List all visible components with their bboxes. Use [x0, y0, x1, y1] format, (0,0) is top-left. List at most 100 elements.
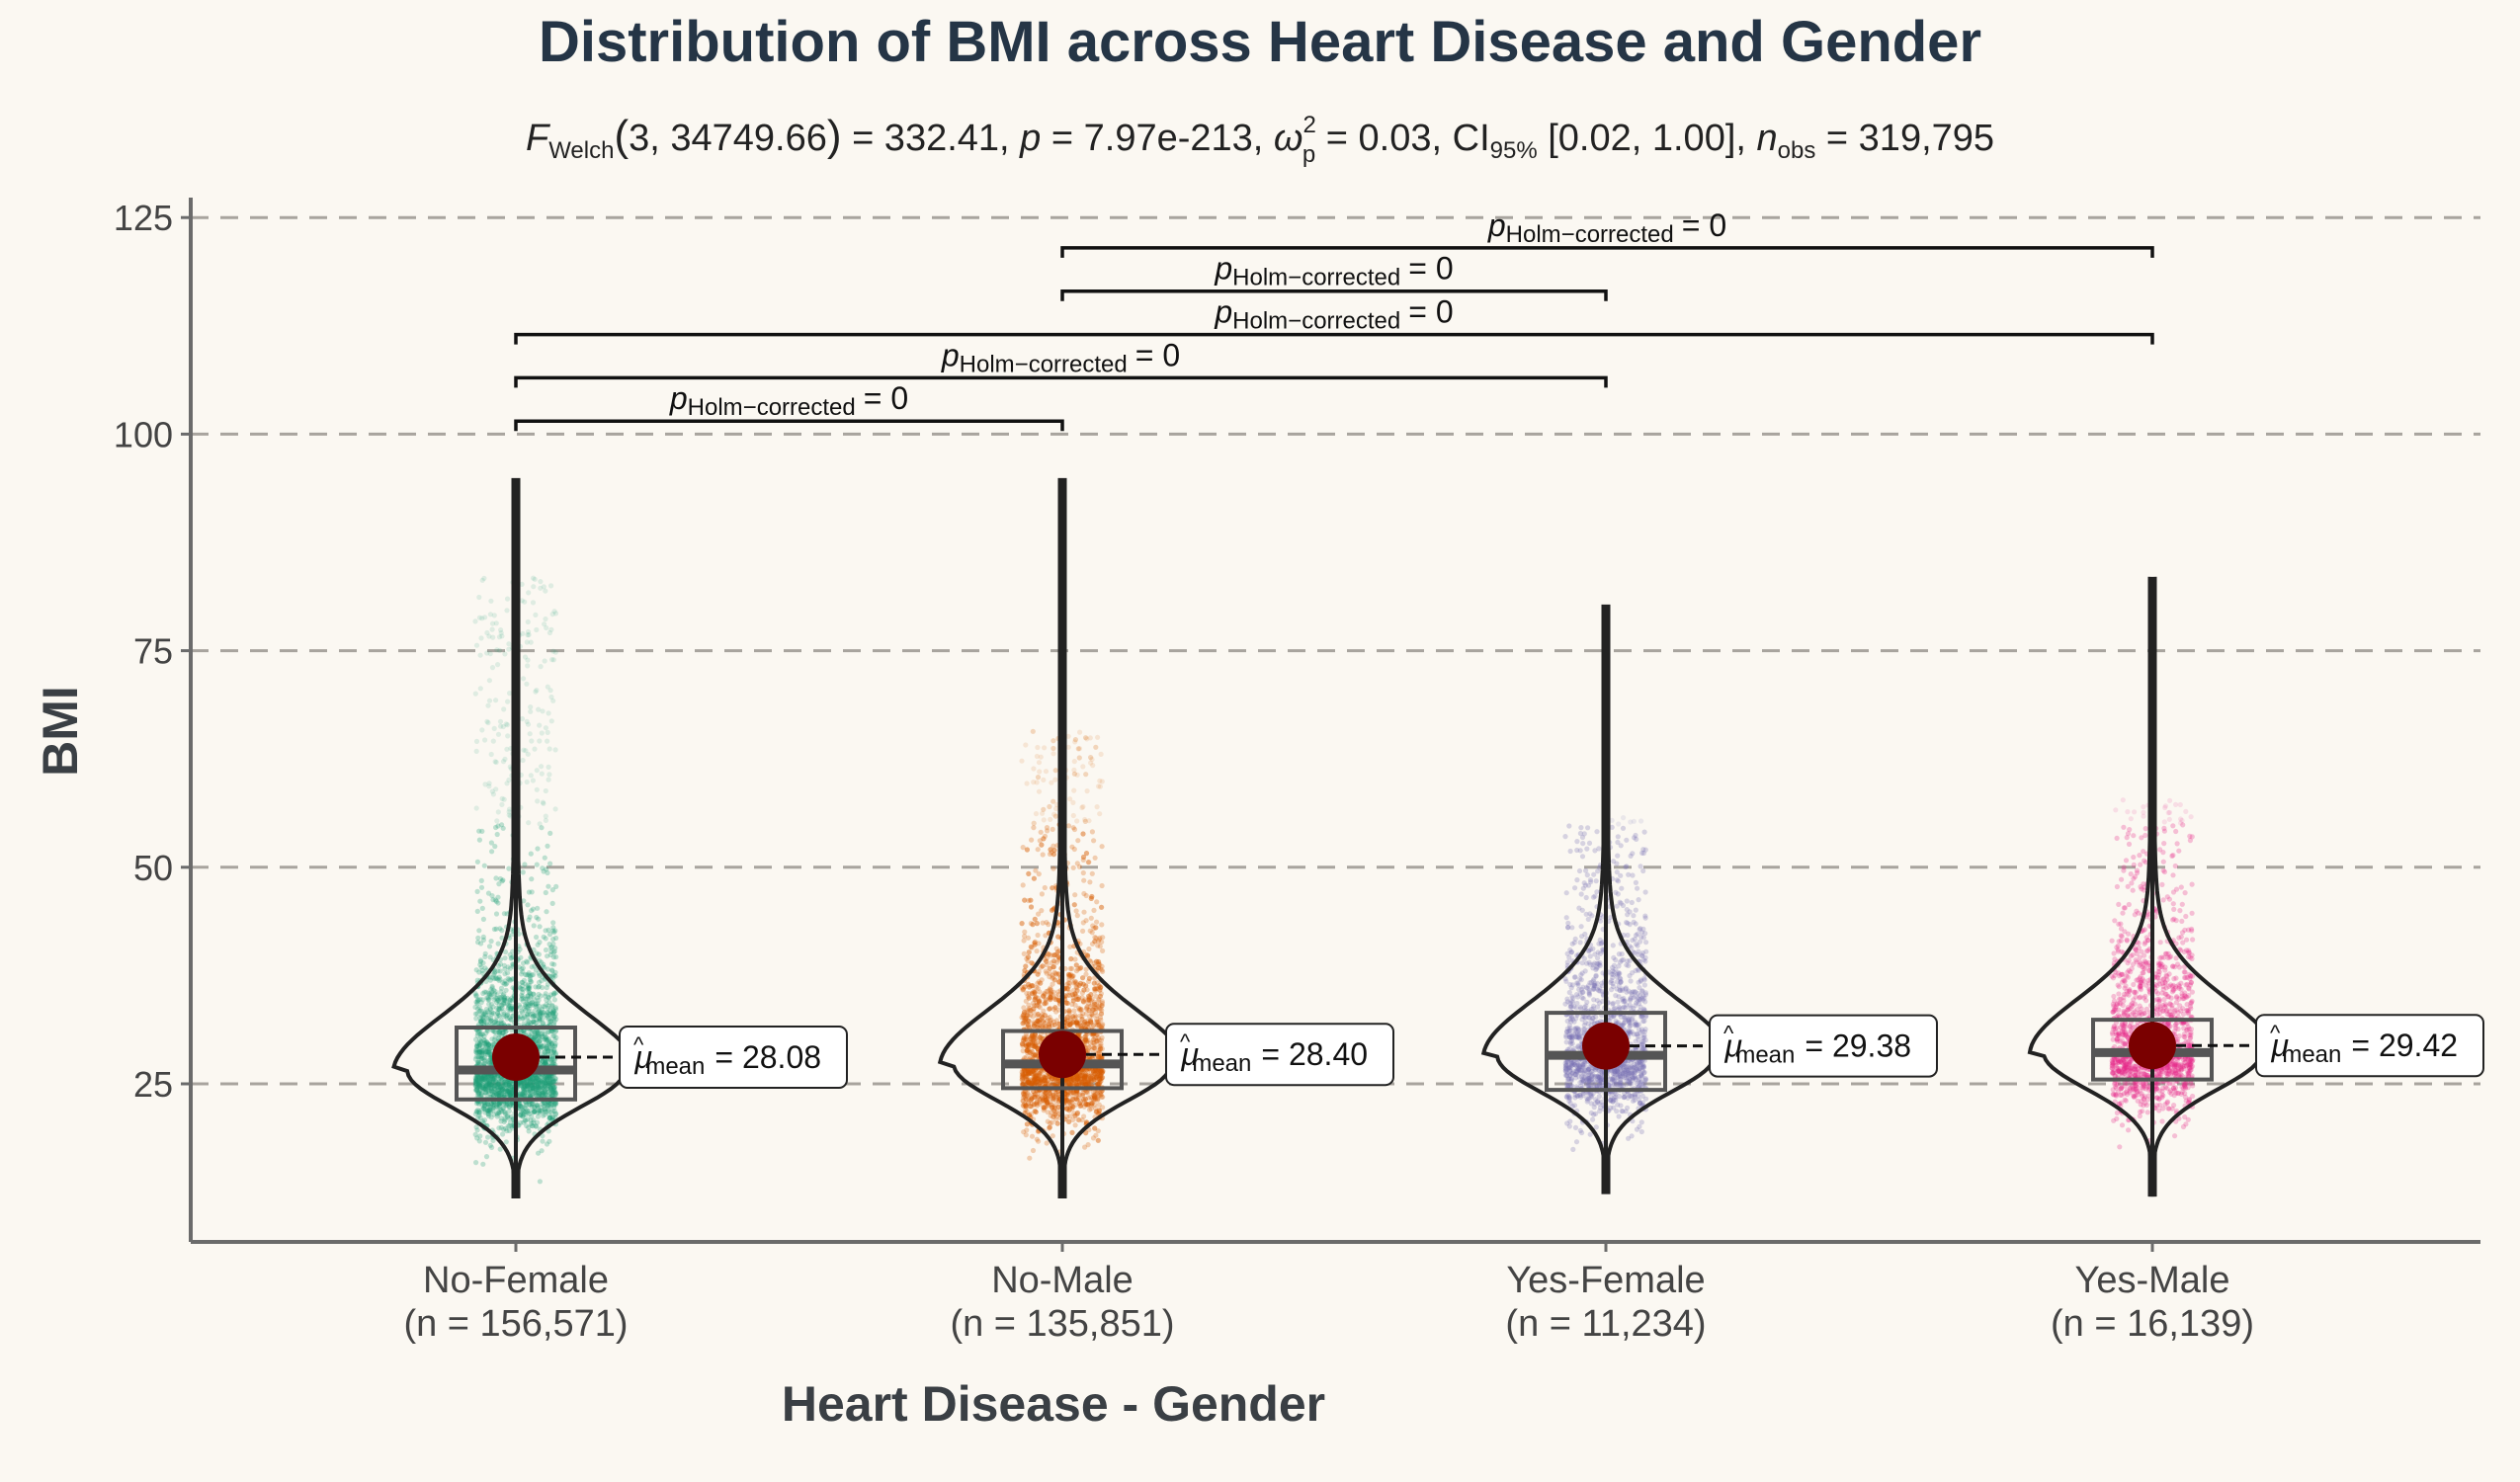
- jitter-point: [542, 1057, 548, 1063]
- jitter-point: [539, 1105, 545, 1111]
- jitter-point: [534, 1080, 541, 1086]
- jitter-point: [491, 997, 497, 1003]
- jitter-point: [1040, 852, 1046, 858]
- jitter-point: [533, 1089, 539, 1095]
- jitter-point: [499, 1005, 505, 1011]
- jitter-point: [1050, 738, 1056, 744]
- jitter-point: [537, 1073, 543, 1080]
- jitter-point: [548, 1093, 555, 1099]
- jitter-point: [1045, 828, 1050, 834]
- jitter-point: [546, 772, 552, 778]
- jitter-point: [478, 1019, 484, 1025]
- jitter-point: [532, 1104, 538, 1110]
- jitter-point: [485, 1077, 491, 1083]
- jitter-point: [1031, 780, 1037, 785]
- jitter-point: [527, 1093, 533, 1099]
- jitter-point: [505, 1123, 511, 1129]
- jitter-point: [551, 1047, 557, 1053]
- jitter-point: [548, 1018, 554, 1025]
- jitter-point: [476, 1090, 482, 1096]
- jitter-point: [543, 993, 548, 999]
- jitter-point: [546, 1078, 552, 1084]
- jitter-point: [478, 1047, 484, 1053]
- jitter-point: [508, 1017, 515, 1023]
- jitter-point: [545, 1029, 550, 1035]
- jitter-point: [1097, 944, 1103, 949]
- jitter-point: [491, 1084, 497, 1090]
- jitter-point: [489, 983, 495, 989]
- jitter-point: [525, 959, 531, 965]
- jitter-point: [475, 1054, 482, 1060]
- jitter-point: [545, 684, 550, 690]
- jitter-point: [504, 781, 510, 786]
- jitter-point: [1067, 796, 1073, 802]
- jitter-point: [524, 972, 530, 978]
- jitter-point: [491, 1077, 497, 1083]
- jitter-point: [480, 1012, 486, 1018]
- jitter-point: [537, 821, 543, 827]
- jitter-point: [489, 620, 496, 626]
- jitter-point: [498, 1018, 504, 1024]
- jitter-point: [522, 1088, 528, 1095]
- jitter-point: [532, 1008, 538, 1014]
- jitter-point: [481, 1040, 488, 1046]
- jitter-point: [524, 996, 530, 1002]
- jitter-point: [550, 1085, 556, 1091]
- jitter-point: [535, 1029, 541, 1034]
- jitter-point: [536, 970, 542, 976]
- jitter-point: [549, 1089, 556, 1095]
- jitter-point: [493, 911, 500, 917]
- jitter-point: [545, 1077, 550, 1083]
- jitter-point: [1067, 965, 1073, 972]
- jitter-point: [500, 1086, 506, 1093]
- jitter-point: [538, 1077, 545, 1083]
- jitter-point: [476, 615, 482, 620]
- jitter-point: [488, 1018, 494, 1024]
- jitter-point: [473, 1078, 479, 1084]
- jitter-point: [507, 1091, 513, 1097]
- jitter-point: [1053, 805, 1059, 812]
- jitter-point: [1032, 916, 1038, 922]
- jitter-point: [494, 1005, 500, 1012]
- jitter-point: [500, 825, 506, 831]
- jitter-point: [1089, 930, 1095, 936]
- jitter-point: [534, 768, 540, 774]
- jitter-point: [1098, 751, 1104, 758]
- jitter-point: [524, 1083, 530, 1089]
- jitter-point: [494, 1021, 500, 1027]
- jitter-point: [482, 1090, 488, 1096]
- jitter-point: [1023, 1132, 1029, 1138]
- jitter-point: [486, 1041, 492, 1047]
- jitter-point: [523, 971, 529, 978]
- jitter-point: [490, 1079, 496, 1085]
- jitter-point: [473, 1082, 479, 1088]
- jitter-point: [500, 1105, 506, 1112]
- jitter-point: [1041, 806, 1047, 812]
- jitter-point: [475, 1059, 481, 1065]
- jitter-point: [502, 1079, 508, 1085]
- jitter-point: [1083, 918, 1089, 924]
- jitter-point: [543, 1075, 549, 1082]
- jitter-point: [527, 976, 534, 983]
- jitter-point: [542, 658, 547, 664]
- jitter-point: [525, 902, 531, 908]
- jitter-point: [533, 984, 539, 990]
- jitter-point: [551, 1109, 557, 1114]
- jitter-point: [477, 958, 483, 965]
- jitter-point: [478, 1038, 484, 1044]
- jitter-point: [504, 596, 511, 602]
- jitter-point: [527, 983, 533, 989]
- jitter-point: [484, 1081, 490, 1087]
- jitter-point: [474, 1046, 480, 1052]
- jitter-point: [520, 1108, 526, 1113]
- jitter-point: [485, 997, 491, 1003]
- jitter-point: [473, 999, 479, 1005]
- jitter-point: [487, 977, 493, 983]
- jitter-point: [486, 1104, 492, 1110]
- jitter-point: [549, 612, 555, 618]
- jitter-point: [501, 1014, 507, 1020]
- jitter-point: [493, 824, 499, 831]
- jitter-point: [476, 1109, 482, 1114]
- jitter-point: [507, 1007, 513, 1013]
- jitter-point: [525, 663, 531, 669]
